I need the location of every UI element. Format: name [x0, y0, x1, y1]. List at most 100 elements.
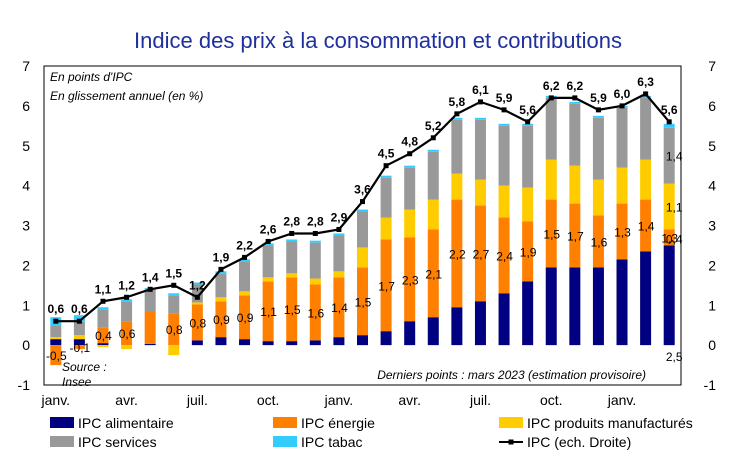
energy-data-label: 2,1	[425, 267, 442, 281]
ipc-point	[265, 238, 271, 244]
bar-segment-tabac	[569, 101, 581, 104]
last-energy-label: 0,4	[666, 232, 683, 246]
bar-segment-tabac	[121, 299, 133, 302]
bar-segment-manufactures	[50, 337, 62, 340]
ipc-data-label: 6,2	[543, 79, 560, 93]
legend-label-energie: IPC énergie	[301, 415, 375, 431]
ipc-point	[124, 294, 130, 300]
bar-segment-services	[545, 97, 557, 160]
bar-segment-alimentaire	[592, 267, 604, 346]
ipc-point	[430, 135, 436, 141]
y-tick-left: 7	[22, 58, 30, 74]
bar-segment-alimentaire	[191, 340, 203, 346]
bar-segment-manufactures	[498, 185, 510, 218]
y-tick-left: 0	[22, 337, 30, 353]
ipc-point	[76, 318, 82, 324]
legend-swatch-manufactures	[499, 417, 523, 428]
bar-segment-services	[50, 325, 62, 338]
bar-segment-manufactures	[474, 179, 486, 206]
bar-segment-energie	[97, 327, 109, 344]
y-tick-left: 6	[22, 98, 30, 114]
bar-segment-energie	[569, 203, 581, 268]
energy-data-label: -0,5	[46, 349, 67, 363]
bar-segment-services	[498, 125, 510, 186]
bar-segment-tabac	[168, 293, 180, 296]
ipc-point	[289, 230, 295, 236]
bar-segment-services	[640, 97, 652, 160]
bar-segment-tabac	[97, 307, 109, 310]
bar-segment-manufactures	[286, 273, 298, 278]
ipc-data-label: 4,5	[378, 147, 395, 161]
bar-segment-services	[569, 103, 581, 166]
bar-segment-manufactures	[73, 335, 85, 340]
energy-data-label: 1,5	[355, 295, 372, 309]
y-tick-right: -1	[704, 377, 717, 393]
ipc-data-label: 6,1	[472, 83, 489, 97]
bar-segment-manufactures	[191, 302, 203, 305]
y-tick-right: 4	[708, 178, 716, 194]
unit-note-2: En glissement annuel (en %)	[50, 89, 203, 103]
energy-data-label: 0,9	[213, 313, 230, 327]
bar-segment-services	[592, 117, 604, 180]
bar-segment-services	[144, 290, 156, 313]
ipc-point	[336, 226, 342, 232]
bar-segment-tabac	[640, 95, 652, 98]
energy-data-label: 2,3	[402, 273, 419, 287]
bar-segment-services	[404, 167, 416, 210]
bar-segment-manufactures	[239, 291, 251, 296]
bar-segment-energie	[286, 277, 298, 342]
bar-segment-services	[427, 151, 439, 200]
last-manufactures-label: 1,1	[666, 201, 683, 215]
bar-segment-alimentaire	[309, 340, 321, 346]
bar-segment-energie	[215, 301, 227, 338]
ipc-point	[194, 294, 200, 300]
bar-segment-manufactures	[427, 199, 439, 230]
bar-segment-manufactures	[616, 167, 628, 204]
bar-segment-services	[97, 309, 109, 328]
ipc-data-label: 1,9	[213, 250, 230, 264]
bar-segment-tabac	[215, 271, 227, 274]
bar-segment-energie	[50, 345, 62, 366]
bar-segment-energie	[239, 295, 251, 340]
bar-segment-tabac	[592, 115, 604, 118]
bar-segment-alimentaire	[427, 317, 439, 346]
bar-segment-alimentaire	[286, 341, 298, 346]
energy-data-label: 0,9	[237, 311, 254, 325]
last-points-note: Derniers points : mars 2023 (estimation …	[377, 368, 646, 382]
ipc-point	[312, 230, 318, 236]
bar-segment-energie	[663, 229, 675, 246]
legend-swatch-tabac	[273, 436, 297, 447]
y-tick-left: 5	[22, 138, 30, 154]
bar-segment-energie	[404, 237, 416, 322]
legend-label-manufactures: IPC produits manufacturés	[527, 415, 693, 431]
ipc-point	[171, 282, 177, 288]
bar-segment-alimentaire	[144, 343, 156, 346]
energy-data-label: 2,4	[496, 249, 513, 263]
bar-segment-tabac	[262, 243, 274, 246]
bar-segment-energie	[616, 203, 628, 260]
ipc-data-label: 3,6	[354, 183, 371, 197]
bar-segment-energie	[333, 277, 345, 338]
plot-frame	[43, 65, 682, 386]
bar-segment-tabac	[380, 175, 392, 178]
energy-data-label: 2,2	[449, 247, 466, 261]
energy-data-label: 2,7	[473, 247, 490, 261]
x-tick-label: juil.	[186, 392, 208, 408]
bar-segment-energie	[144, 312, 156, 344]
bar-segment-tabac	[474, 117, 486, 120]
last-services-label: 1,4	[666, 150, 683, 164]
ipc-point	[147, 286, 153, 292]
bar-segment-tabac	[404, 165, 416, 168]
bar-segment-alimentaire	[357, 335, 368, 346]
legend-label-tabac: IPC tabac	[301, 434, 362, 450]
bar-segment-manufactures	[404, 209, 416, 238]
legend-marker-ipc	[508, 439, 514, 445]
bar-segment-services	[380, 177, 392, 218]
ipc-point	[666, 119, 672, 125]
bar-segment-alimentaire	[73, 339, 85, 346]
y-tick-right: 5	[708, 138, 716, 154]
bar-segment-energie	[191, 304, 203, 341]
bar-segment-tabac	[239, 259, 251, 262]
bar-segment-manufactures	[215, 297, 227, 302]
